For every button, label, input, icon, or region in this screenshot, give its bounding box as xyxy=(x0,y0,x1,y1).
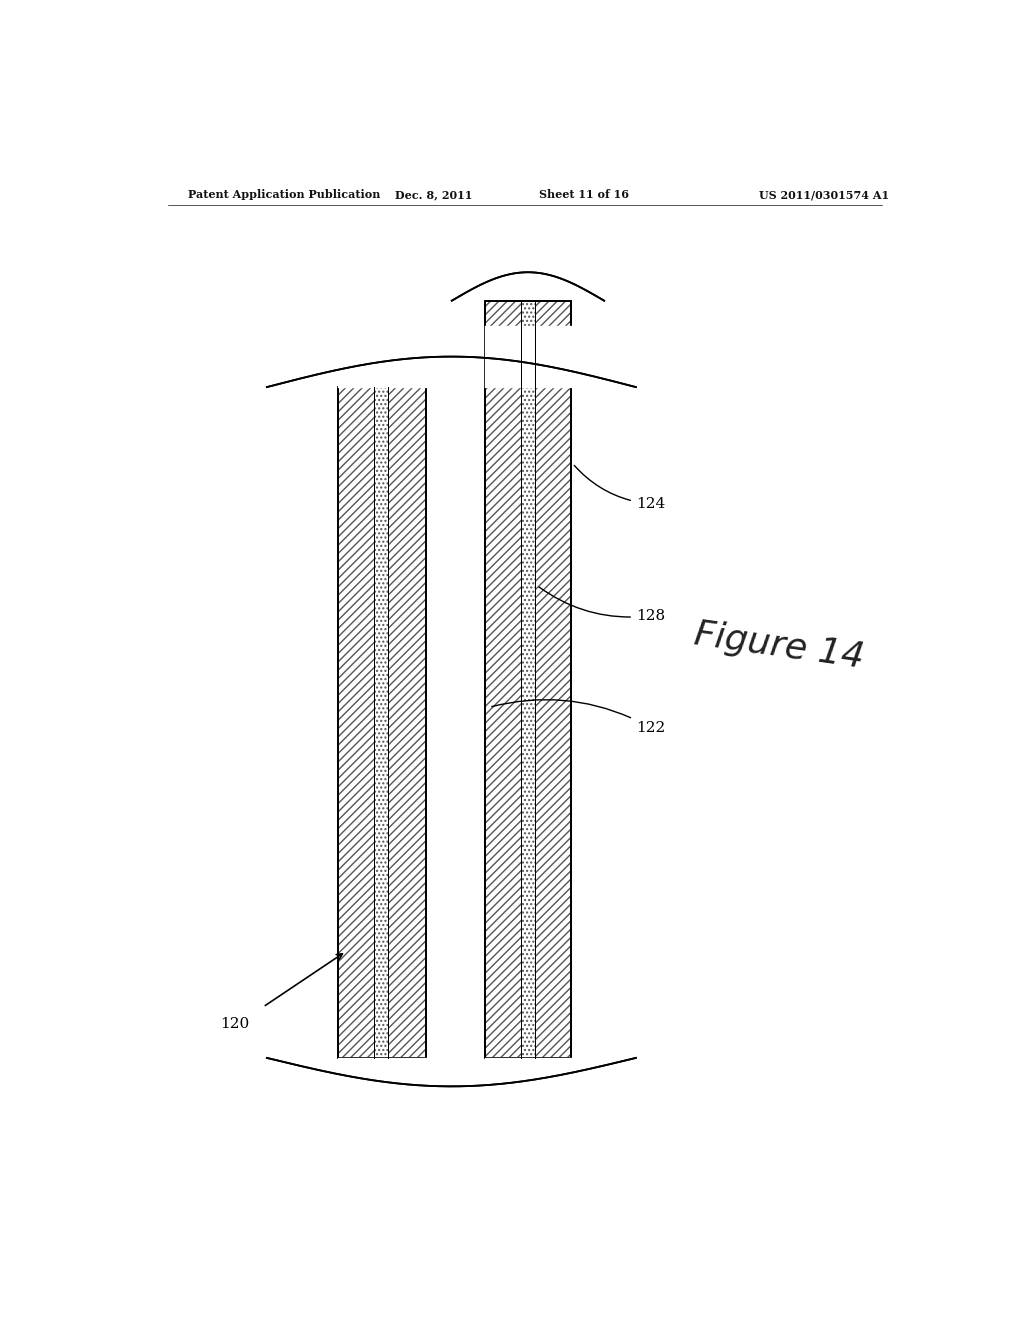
Text: US 2011/0301574 A1: US 2011/0301574 A1 xyxy=(759,190,889,201)
Bar xyxy=(338,387,426,1057)
Text: 124: 124 xyxy=(574,466,666,511)
Bar xyxy=(338,387,374,1057)
Bar xyxy=(521,301,536,1057)
Text: 128: 128 xyxy=(539,587,665,623)
Bar xyxy=(374,387,388,1057)
Bar xyxy=(485,301,521,1057)
Bar xyxy=(485,301,570,1057)
Text: Figure 14: Figure 14 xyxy=(691,618,866,675)
Bar xyxy=(338,387,374,1057)
Bar xyxy=(485,301,570,1057)
Bar xyxy=(338,387,426,1057)
Text: Dec. 8, 2011: Dec. 8, 2011 xyxy=(395,190,472,201)
Bar xyxy=(485,301,570,1057)
Text: 120: 120 xyxy=(220,1018,250,1031)
Bar xyxy=(338,387,426,1057)
Bar xyxy=(485,301,521,1057)
Bar xyxy=(388,387,426,1057)
Bar xyxy=(388,387,426,1057)
Text: Sheet 11 of 16: Sheet 11 of 16 xyxy=(540,190,630,201)
Bar xyxy=(521,301,536,1057)
Text: 122: 122 xyxy=(492,700,666,735)
Bar xyxy=(374,387,388,1057)
Bar xyxy=(536,301,570,1057)
Bar xyxy=(536,301,570,1057)
Text: Patent Application Publication: Patent Application Publication xyxy=(187,190,380,201)
